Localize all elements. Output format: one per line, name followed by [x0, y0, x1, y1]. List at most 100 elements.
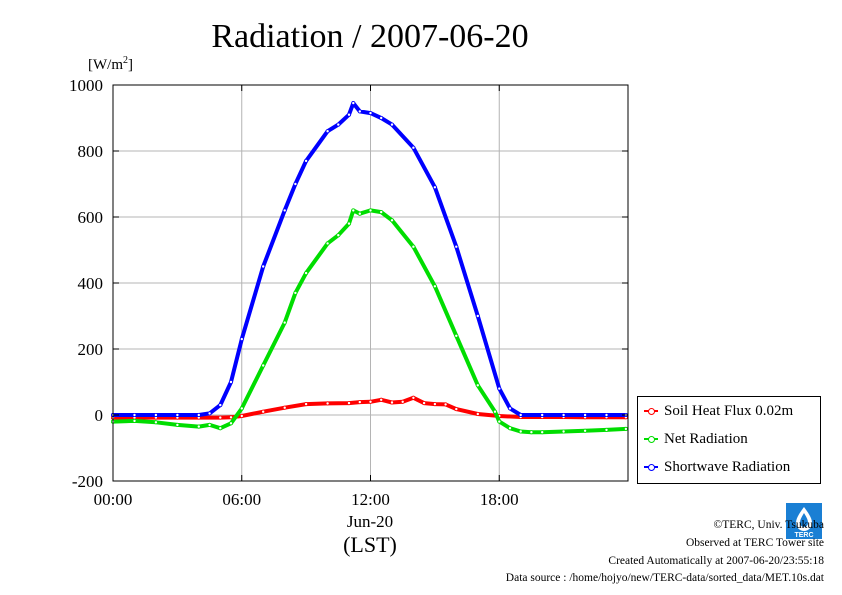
- y-tick-label: 400: [78, 274, 104, 293]
- data-point-net-radiation: [623, 426, 628, 431]
- data-point-shortwave-radiation: [175, 412, 180, 417]
- terc-logo-icon: TERC: [786, 503, 822, 539]
- data-point-soil-heat-flux-0-02m: [304, 402, 309, 407]
- data-point-net-radiation: [218, 426, 223, 431]
- data-point-shortwave-radiation: [351, 101, 356, 106]
- legend-label: Soil Heat Flux 0.02m: [664, 402, 794, 419]
- data-point-shortwave-radiation: [325, 129, 330, 134]
- x-axis-date-label: Jun-20: [347, 512, 393, 531]
- data-point-net-radiation: [497, 419, 502, 424]
- data-point-shortwave-radiation: [561, 412, 566, 417]
- legend-item-shortwave-radiation: Shortwave Radiation: [644, 457, 790, 477]
- y-unit-close: ]: [128, 57, 133, 73]
- data-point-net-radiation: [379, 210, 384, 215]
- data-point-net-radiation: [196, 424, 201, 429]
- footer-created: Created Automatically at 2007-06-20/23:5…: [608, 555, 824, 567]
- data-point-net-radiation: [507, 426, 512, 431]
- data-point-soil-heat-flux-0-02m: [475, 411, 480, 416]
- data-point-shortwave-radiation: [239, 337, 244, 342]
- data-point-shortwave-radiation: [132, 412, 137, 417]
- x-tick-label: 12:00: [351, 490, 390, 509]
- data-point-shortwave-radiation: [261, 264, 266, 269]
- legend-swatch-blue: [644, 463, 658, 471]
- data-point-net-radiation: [153, 420, 158, 425]
- data-point-shortwave-radiation: [304, 158, 309, 163]
- data-point-net-radiation: [346, 221, 351, 226]
- data-point-net-radiation: [336, 233, 341, 238]
- y-tick-label: 200: [78, 340, 104, 359]
- data-point-shortwave-radiation: [336, 122, 341, 127]
- data-point-net-radiation: [583, 428, 588, 433]
- legend-item-soil-heat-flux: Soil Heat Flux 0.02m: [644, 401, 793, 421]
- x-tick-label: 00:00: [94, 490, 133, 509]
- data-point-net-radiation: [293, 290, 298, 295]
- data-point-shortwave-radiation: [604, 412, 609, 417]
- data-point-soil-heat-flux-0-02m: [239, 413, 244, 418]
- legend-label: Net Radiation: [664, 430, 748, 447]
- data-point-shortwave-radiation: [379, 116, 384, 121]
- data-point-shortwave-radiation: [153, 412, 158, 417]
- data-point-shortwave-radiation: [411, 145, 416, 150]
- x-tick-label: 06:00: [222, 490, 261, 509]
- data-point-net-radiation: [389, 218, 394, 223]
- data-point-shortwave-radiation: [518, 412, 523, 417]
- data-point-soil-heat-flux-0-02m: [325, 401, 330, 406]
- data-point-shortwave-radiation: [196, 412, 201, 417]
- y-tick-label: 0: [95, 406, 104, 425]
- series-lines: [111, 101, 628, 435]
- data-point-net-radiation: [228, 421, 233, 426]
- logo-text: TERC: [794, 532, 813, 539]
- data-point-net-radiation: [368, 208, 373, 213]
- x-tick-label: 18:00: [480, 490, 519, 509]
- data-point-net-radiation: [207, 422, 212, 427]
- data-point-net-radiation: [540, 430, 545, 435]
- data-point-soil-heat-flux-0-02m: [432, 402, 437, 407]
- data-point-soil-heat-flux-0-02m: [357, 400, 362, 405]
- footer-copyright: ©TERC, Univ. Tsukuba: [713, 519, 824, 531]
- data-point-soil-heat-flux-0-02m: [346, 401, 351, 406]
- grid-lines: [112, 84, 628, 482]
- data-point-shortwave-radiation: [218, 403, 223, 408]
- data-point-soil-heat-flux-0-02m: [454, 407, 459, 412]
- series-line-net-radiation: [111, 208, 628, 435]
- data-point-net-radiation: [304, 271, 309, 276]
- y-tick-label: 800: [78, 142, 104, 161]
- data-point-shortwave-radiation: [583, 412, 588, 417]
- data-point-shortwave-radiation: [228, 379, 233, 384]
- data-point-shortwave-radiation: [507, 406, 512, 411]
- y-tick-label: 1000: [69, 76, 103, 95]
- data-point-net-radiation: [261, 363, 266, 368]
- data-point-net-radiation: [239, 406, 244, 411]
- data-point-net-radiation: [492, 409, 497, 414]
- legend-label: Shortwave Radiation: [664, 458, 791, 475]
- data-point-net-radiation: [132, 418, 137, 423]
- data-point-soil-heat-flux-0-02m: [389, 400, 394, 405]
- data-point-shortwave-radiation: [454, 244, 459, 249]
- data-point-shortwave-radiation: [282, 208, 287, 213]
- data-point-shortwave-radiation: [497, 386, 502, 391]
- data-point-net-radiation: [529, 430, 534, 435]
- data-point-soil-heat-flux-0-02m: [228, 415, 233, 420]
- data-point-shortwave-radiation: [540, 412, 545, 417]
- y-tick-label: -200: [72, 472, 103, 491]
- data-point-soil-heat-flux-0-02m: [282, 405, 287, 410]
- data-point-soil-heat-flux-0-02m: [261, 409, 266, 414]
- data-point-shortwave-radiation: [389, 122, 394, 127]
- data-point-soil-heat-flux-0-02m: [379, 397, 384, 402]
- legend-swatch-red: [644, 407, 658, 415]
- chart-legend: Soil Heat Flux 0.02m Net Radiation Short…: [637, 396, 821, 484]
- y-axis-unit-label: [W/m2]: [88, 55, 133, 73]
- x-axis-timezone-label: (LST): [343, 532, 397, 557]
- data-point-net-radiation: [518, 429, 523, 434]
- footer-source: Data source : /home/hojyo/new/TERC-data/…: [505, 572, 824, 584]
- y-unit-text: [W/m: [88, 57, 123, 73]
- data-point-shortwave-radiation: [346, 112, 351, 117]
- data-point-net-radiation: [175, 422, 180, 427]
- data-point-net-radiation: [351, 208, 356, 213]
- data-point-net-radiation: [454, 333, 459, 338]
- series-line-shortwave-radiation: [111, 101, 628, 417]
- axis-ticks: -200 0 200 400 600 800 1000 00:00 06:00 12:00 18:0…: [69, 76, 628, 509]
- data-point-net-radiation: [411, 244, 416, 249]
- data-point-soil-heat-flux-0-02m: [422, 401, 427, 406]
